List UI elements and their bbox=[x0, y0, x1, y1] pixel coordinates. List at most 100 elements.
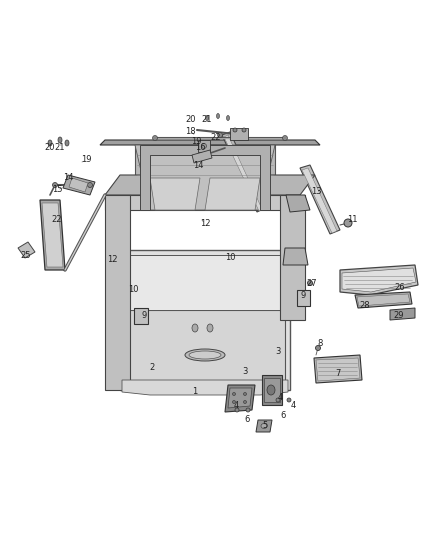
Polygon shape bbox=[222, 132, 265, 212]
Ellipse shape bbox=[226, 116, 230, 120]
Ellipse shape bbox=[58, 137, 62, 143]
Text: 3: 3 bbox=[276, 348, 281, 357]
Polygon shape bbox=[302, 168, 337, 233]
Text: 19: 19 bbox=[191, 136, 201, 146]
Ellipse shape bbox=[233, 400, 236, 403]
Polygon shape bbox=[286, 195, 310, 212]
Polygon shape bbox=[105, 175, 315, 195]
Polygon shape bbox=[120, 250, 290, 390]
Polygon shape bbox=[228, 388, 252, 408]
Polygon shape bbox=[130, 255, 280, 310]
Text: 10: 10 bbox=[128, 286, 138, 295]
Ellipse shape bbox=[218, 133, 223, 138]
Polygon shape bbox=[225, 385, 255, 412]
Polygon shape bbox=[224, 135, 262, 211]
Ellipse shape bbox=[235, 408, 239, 412]
Polygon shape bbox=[342, 268, 416, 292]
Polygon shape bbox=[134, 308, 148, 324]
Ellipse shape bbox=[53, 182, 57, 188]
Text: 27: 27 bbox=[307, 279, 317, 287]
Polygon shape bbox=[316, 358, 360, 381]
Polygon shape bbox=[125, 310, 285, 390]
Polygon shape bbox=[262, 375, 282, 405]
Text: 9: 9 bbox=[141, 311, 147, 320]
Polygon shape bbox=[63, 175, 95, 195]
Ellipse shape bbox=[233, 128, 237, 132]
Ellipse shape bbox=[276, 398, 280, 402]
Polygon shape bbox=[105, 195, 130, 390]
Text: 12: 12 bbox=[107, 254, 117, 263]
Ellipse shape bbox=[233, 392, 236, 395]
Text: 8: 8 bbox=[317, 340, 323, 349]
Polygon shape bbox=[100, 140, 320, 145]
Ellipse shape bbox=[201, 143, 206, 149]
Ellipse shape bbox=[261, 424, 267, 429]
Ellipse shape bbox=[189, 351, 221, 359]
Polygon shape bbox=[42, 203, 63, 267]
Ellipse shape bbox=[192, 324, 198, 332]
Polygon shape bbox=[40, 200, 65, 270]
Text: 4: 4 bbox=[290, 401, 296, 410]
Polygon shape bbox=[355, 292, 412, 308]
Text: 18: 18 bbox=[185, 126, 195, 135]
Polygon shape bbox=[314, 355, 362, 383]
Text: 10: 10 bbox=[225, 254, 235, 262]
Text: 9: 9 bbox=[300, 292, 306, 301]
Text: 20: 20 bbox=[45, 143, 55, 152]
Text: 11: 11 bbox=[347, 214, 357, 223]
Polygon shape bbox=[230, 128, 248, 140]
Text: 15: 15 bbox=[52, 185, 62, 195]
Ellipse shape bbox=[244, 400, 247, 403]
Ellipse shape bbox=[88, 182, 92, 188]
Ellipse shape bbox=[205, 116, 208, 120]
Polygon shape bbox=[122, 380, 288, 395]
Text: 13: 13 bbox=[311, 188, 321, 197]
Text: 26: 26 bbox=[395, 284, 405, 293]
Ellipse shape bbox=[242, 128, 246, 132]
Polygon shape bbox=[105, 195, 300, 210]
Polygon shape bbox=[297, 290, 310, 306]
Text: 21: 21 bbox=[55, 143, 65, 152]
Text: 16: 16 bbox=[194, 143, 205, 152]
Polygon shape bbox=[69, 178, 88, 192]
Text: 1: 1 bbox=[192, 387, 198, 397]
Polygon shape bbox=[135, 145, 275, 178]
Text: 4: 4 bbox=[277, 393, 283, 402]
Text: 2: 2 bbox=[149, 364, 155, 373]
Text: 4: 4 bbox=[233, 401, 239, 410]
Text: 7: 7 bbox=[336, 368, 341, 377]
Text: 3: 3 bbox=[242, 367, 247, 376]
Ellipse shape bbox=[185, 349, 225, 361]
Polygon shape bbox=[140, 145, 270, 210]
Polygon shape bbox=[264, 378, 280, 402]
Polygon shape bbox=[283, 248, 308, 265]
Ellipse shape bbox=[315, 345, 321, 351]
Ellipse shape bbox=[344, 219, 352, 227]
Text: 20: 20 bbox=[186, 116, 196, 125]
Text: 22: 22 bbox=[211, 133, 221, 142]
Text: 12: 12 bbox=[200, 220, 210, 229]
Ellipse shape bbox=[216, 114, 219, 118]
Text: 14: 14 bbox=[193, 161, 203, 171]
Polygon shape bbox=[130, 178, 270, 195]
Ellipse shape bbox=[152, 135, 158, 141]
Text: 6: 6 bbox=[244, 416, 250, 424]
Polygon shape bbox=[390, 308, 415, 320]
Text: 25: 25 bbox=[21, 251, 31, 260]
Polygon shape bbox=[198, 140, 210, 152]
Text: 22: 22 bbox=[52, 215, 62, 224]
Text: 5: 5 bbox=[262, 421, 268, 430]
Ellipse shape bbox=[244, 392, 247, 395]
Text: 14: 14 bbox=[63, 174, 73, 182]
Polygon shape bbox=[135, 145, 275, 210]
Text: 6: 6 bbox=[280, 411, 286, 421]
Polygon shape bbox=[280, 195, 305, 320]
Ellipse shape bbox=[267, 385, 275, 395]
Ellipse shape bbox=[307, 280, 312, 286]
Polygon shape bbox=[256, 420, 272, 432]
Ellipse shape bbox=[283, 135, 287, 141]
Ellipse shape bbox=[246, 408, 250, 412]
Text: 19: 19 bbox=[81, 156, 91, 165]
Ellipse shape bbox=[207, 324, 213, 332]
Ellipse shape bbox=[65, 140, 69, 146]
